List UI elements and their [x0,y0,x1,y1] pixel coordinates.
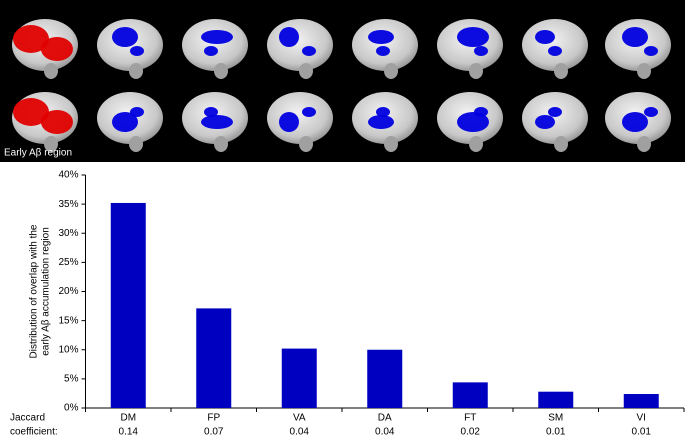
bar [281,348,317,408]
activation-region [644,46,658,56]
activation-region [41,37,73,61]
jaccard-value: 0.02 [461,427,481,437]
activation-region [622,27,648,47]
activation-region [13,25,49,53]
brainstem [214,63,228,79]
activation-region [535,115,555,129]
activation-region [622,112,648,132]
activation-region [279,27,299,47]
activation-region [302,46,316,56]
brainstem [469,136,483,152]
brainstem [469,63,483,79]
activation-region [130,107,144,117]
brainstem [214,136,228,152]
brainstem [554,136,568,152]
activation-region [548,46,562,56]
brain-panel [0,0,685,162]
activation-region [13,98,49,126]
y-tick-label: 15% [58,315,78,326]
jaccard-value: 0.01 [546,427,566,437]
activation-region [474,46,488,56]
activation-region [279,112,299,132]
jaccard-value: 0.07 [204,427,224,437]
y-tick-label: 10% [58,344,78,355]
activation-region [376,107,390,117]
activation-region [548,107,562,117]
bar [367,349,403,408]
jaccard-value: 0.14 [119,427,139,437]
activation-region [474,107,488,117]
y-tick-label: 40% [58,170,78,181]
chart: 0% 5% 10% 15% 20% 25% 30% 35% 40% Distribution of… [10,170,685,437]
bar [538,391,574,408]
brainstem [637,63,651,79]
activation-region [201,115,233,129]
brain [267,19,333,71]
y-tick-label: 30% [58,228,78,239]
brainstem [637,136,651,152]
activation-region [41,110,73,134]
y-tick-label: 35% [58,199,78,210]
jaccard-label: Jaccard [10,413,45,424]
x-tick-label: FT [464,413,476,424]
activation-region [535,30,555,44]
brain [522,92,588,144]
bar [196,308,232,408]
y-tick-label: 20% [58,286,78,297]
jaccard-value: 0.04 [290,427,310,437]
brain [182,19,248,71]
activation-region [302,107,316,117]
brainstem [44,136,58,152]
y-axis-label: early Aβ accumulation region [41,227,52,356]
x-tick-label: FP [207,413,220,424]
activation-region [112,112,138,132]
brainstem [129,136,143,152]
y-tick-label: 25% [58,257,78,268]
bar [452,382,488,408]
activation-region [457,27,489,47]
brainstem [129,63,143,79]
x-tick-label: VA [293,413,306,424]
activation-region [204,107,218,117]
activation-region [201,30,233,44]
activation-region [644,107,658,117]
activation-region [204,46,218,56]
brainstem [299,63,313,79]
activation-region [130,46,144,56]
x-tick-label: SM [548,413,563,424]
x-tick-label: DM [120,413,136,424]
brain [267,92,333,144]
brainstem [384,136,398,152]
activation-region [376,46,390,56]
jaccard-value: 0.01 [632,427,652,437]
brainstem [44,63,58,79]
y-tick-label: 0% [64,403,79,414]
brain [522,19,588,71]
brainstem [299,136,313,152]
bar [623,394,659,408]
x-tick-label: DA [378,413,392,424]
x-tick-label: VI [637,413,646,424]
image-label: Early Aβ region [4,148,72,159]
brainstem [554,63,568,79]
brain [352,19,418,71]
y-axis-label: Distribution of overlap with the [29,224,40,358]
brainstem [384,63,398,79]
y-tick-label: 5% [64,374,79,385]
jaccard-label: coefficient: [10,427,58,437]
bar [110,202,146,408]
activation-region [368,30,394,44]
jaccard-value: 0.04 [375,427,395,437]
brain-images [12,19,671,152]
activation-region [368,115,394,129]
activation-region [112,27,138,47]
